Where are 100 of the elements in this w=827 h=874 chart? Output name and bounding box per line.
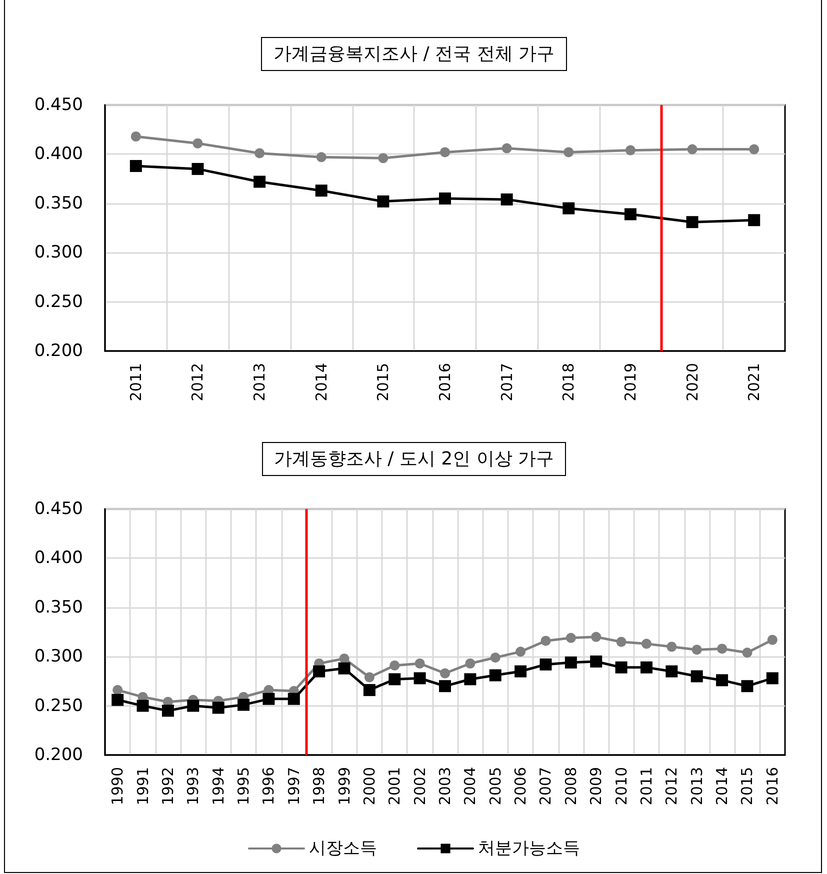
point [136,700,149,712]
x-tick-label: 2016 [763,767,782,806]
x-tick-label: 1990 [108,767,127,806]
x-tick-label: 1994 [209,767,228,806]
y-tick-label: 0.250 [34,696,83,716]
legend-label: 시장소득 [309,838,377,858]
x-tick-label: 2003 [436,767,454,806]
x-tick-label: 2014 [713,767,732,806]
y-tick-label: 0.300 [34,646,83,667]
x-tick-label: 2005 [486,767,504,806]
point [440,147,450,158]
point [716,674,728,686]
point [288,692,300,705]
point [363,684,376,696]
x-tick-label: 2004 [461,767,480,806]
x-tick-label: 2008 [562,767,580,806]
point [254,176,266,188]
y-tick-label: 0.200 [34,341,83,361]
x-tick-label: 1992 [158,767,177,806]
point [465,658,476,668]
x-tick-label: 2006 [512,767,530,806]
point [500,193,513,206]
point [616,636,626,647]
point [624,208,636,220]
x-tick-label: 2020 [683,363,702,402]
point [262,692,275,705]
y-tick-label: 0.400 [34,548,83,568]
chart-title: 가계금융복지조사 / 전국 전체 가구 [274,44,554,64]
point [313,665,326,678]
point [615,661,628,674]
point [338,662,350,674]
x-tick-label: 2018 [560,363,578,402]
x-tick-label: 2001 [386,767,404,806]
point [414,658,425,668]
point [692,644,702,655]
point [130,160,142,172]
point [540,658,552,670]
point [212,702,224,714]
x-tick-label: 2010 [612,767,630,806]
x-tick-label: 2013 [250,363,269,402]
x-tick-label: 2002 [410,767,429,806]
point [377,195,390,208]
x-tick-label: 1995 [234,767,253,806]
point [490,652,500,663]
point [590,656,602,668]
x-tick-label: 2014 [312,363,330,402]
point [564,147,574,158]
point [748,214,760,226]
x-tick-label: 1991 [134,767,152,806]
x-tick-label: 2011 [126,363,145,402]
y-tick-label: 0.350 [34,597,83,618]
point [339,654,350,664]
point [686,216,698,228]
x-tick-label: 1999 [335,767,354,806]
point [625,145,636,156]
point [316,152,326,162]
y-tick-label: 0.200 [34,745,83,765]
y-tick-label: 0.450 [34,95,83,115]
point [502,143,512,154]
legend-label: 처분가능소득 [478,838,580,858]
point [489,669,502,682]
x-tick-label: 1996 [260,767,278,806]
point [390,660,400,670]
point [112,694,124,706]
x-tick-label: 2015 [738,767,756,806]
x-tick-label: 2017 [498,363,516,402]
x-tick-label: 2009 [587,767,606,806]
point [162,704,174,717]
point [666,642,677,652]
x-tick-label: 2016 [436,363,454,402]
y-tick-label: 0.350 [34,193,83,214]
x-tick-label: 1993 [184,767,202,806]
x-tick-label: 2011 [637,767,656,806]
point [112,685,123,696]
point [741,680,754,692]
x-tick-label: 2019 [621,363,640,402]
point [566,632,576,643]
point [766,672,778,684]
point [690,670,703,682]
point [192,138,203,148]
point [564,656,577,669]
x-tick-label: 2007 [536,767,555,806]
point [130,131,141,142]
point [767,634,778,645]
point [315,184,328,197]
x-tick-label: 1997 [284,767,303,806]
x-tick-label: 2015 [374,363,392,402]
point [749,144,760,154]
point [464,673,476,686]
y-tick-label: 0.300 [34,242,83,263]
x-tick-label: 2000 [360,767,378,806]
point [364,672,374,682]
y-tick-label: 0.450 [34,499,83,519]
point [414,672,426,684]
y-tick-label: 0.250 [34,292,83,312]
chart-title: 가계동향조사 / 도시 2인 이상 가구 [274,448,554,470]
point [440,668,450,678]
point [187,700,200,712]
x-tick-label: 2013 [688,767,706,806]
x-tick-label: 2012 [662,767,681,806]
